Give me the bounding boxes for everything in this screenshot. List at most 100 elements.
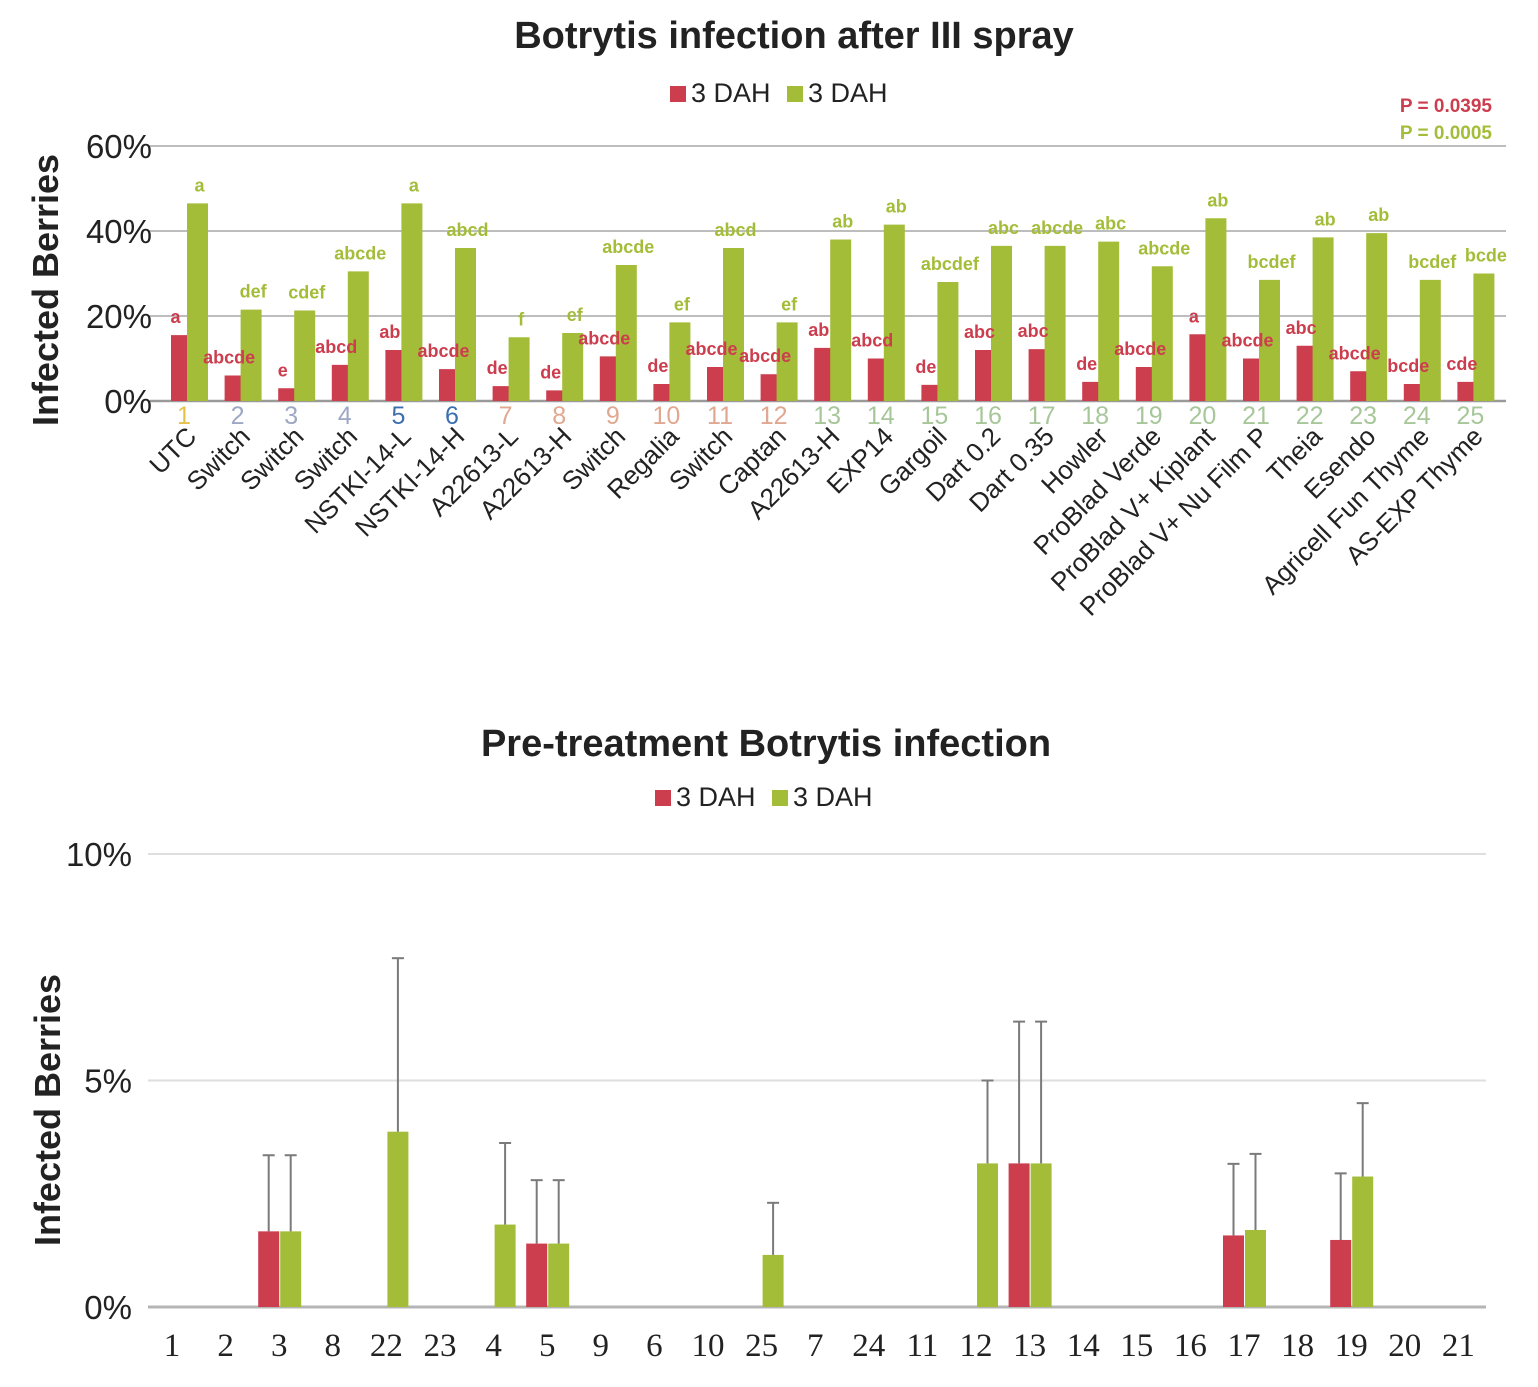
- chart2-legend: 3 DAH 3 DAH: [655, 782, 873, 812]
- chart1-legend: 3 DAH 3 DAH: [670, 78, 888, 108]
- chart1-x-number: 20: [1188, 402, 1216, 430]
- chart1-bar-green: [1098, 241, 1120, 401]
- chart1-bar-green: [562, 333, 584, 401]
- chart1-bar-red: [546, 390, 568, 401]
- chart1-bar-green: [937, 282, 959, 401]
- chart2-x-label: 22: [370, 1328, 403, 1364]
- chart1-letter-green: a: [194, 175, 205, 195]
- chart1-x-number: 6: [445, 402, 459, 430]
- chart1-x-number: 15: [920, 402, 948, 430]
- chart1-pvalue-red: P = 0.0395: [1400, 96, 1493, 117]
- chart2-bar-red: [1223, 1235, 1244, 1307]
- chart1-bars: [171, 203, 1495, 401]
- chart2-x-label: 21: [1442, 1328, 1475, 1364]
- chart1-x-number: 12: [760, 402, 788, 430]
- chart1-bar-red: [1189, 334, 1211, 401]
- chart1-x-number: 25: [1456, 402, 1484, 430]
- chart1-x-number: 13: [813, 402, 841, 430]
- chart1-bar-green: [615, 265, 637, 401]
- chart2-x-label: 24: [852, 1328, 885, 1364]
- chart1-y-ticks: 0% 20% 40% 60%: [86, 128, 152, 420]
- chart2-legend-swatch-red: [655, 790, 671, 806]
- chart1-bar-red: [1296, 345, 1318, 401]
- chart1-letter-green: ef: [674, 294, 691, 314]
- chart1-x-numbers: 1 2 3 4 5 6 7 8 9 10 11 12 13 14 15 16 17 18 19 20 21 22 23 24 2…: [177, 402, 1484, 430]
- chart1-bar-green: [1151, 266, 1173, 401]
- chart1-x-number: 24: [1403, 402, 1431, 430]
- chart2-legend-swatch-green: [772, 790, 788, 806]
- chart1-letter-red: de: [647, 356, 668, 376]
- chart1-bar-red: [867, 358, 889, 401]
- chart1-bar-green: [1044, 245, 1066, 401]
- chart1-bar-green: [1366, 233, 1388, 401]
- chart1-x-number: 23: [1349, 402, 1377, 430]
- chart1-bar-red: [492, 386, 514, 401]
- chart1-bar-red: [385, 350, 407, 401]
- chart1-bar-green: [347, 271, 369, 401]
- chart1-x-number: 4: [338, 402, 352, 430]
- chart1-letter-red: abcd: [315, 337, 357, 357]
- chart1-letter-red: abc: [1286, 318, 1317, 338]
- chart2-gridlines: [148, 853, 1486, 1309]
- chart1-bar-green: [401, 203, 423, 401]
- chart2-bar-red: [526, 1243, 548, 1307]
- chart1-legend-label-2: 3 DAH: [808, 78, 888, 108]
- chart1-bar-red: [921, 384, 943, 401]
- chart1-letter-green: bcde: [1465, 246, 1507, 266]
- chart1-x-number: 16: [974, 402, 1002, 430]
- chart1-letter-green: cdef: [288, 282, 326, 302]
- chart1-bar-green: [187, 203, 208, 401]
- chart1-letter-green: bcdef: [1408, 252, 1457, 272]
- chart2-x-label: 19: [1335, 1328, 1368, 1364]
- chart1-bar-red: [760, 374, 782, 401]
- chart1-letter-green: abcdef: [921, 254, 980, 274]
- chart1-x-number: 19: [1135, 402, 1163, 430]
- chart1-letter-red: de: [915, 357, 936, 377]
- chart2-x-label: 2: [217, 1328, 234, 1364]
- chart1-bar-red: [1028, 349, 1050, 401]
- chart1-letter-green: ef: [781, 294, 798, 314]
- chart1-bar-red: [331, 364, 353, 401]
- chart1-significance-letters: aaabcdedefecdefabcdabcdeabaabcdeabcddefd…: [170, 175, 1506, 382]
- chart1-letter-green: ab: [1368, 205, 1389, 225]
- chart1-legend-label-1: 3 DAH: [691, 78, 771, 108]
- chart1-y-tick-label: 40%: [86, 213, 152, 250]
- chart1-pvalue-green: P = 0.0005: [1400, 123, 1493, 144]
- chart1-letter-red: abcde: [203, 348, 255, 368]
- chart1-y-tick-label: 0%: [104, 383, 152, 420]
- chart2-x-label: 3: [271, 1328, 288, 1364]
- chart1-letter-red: abc: [964, 322, 995, 342]
- chart1-bar-red: [1403, 384, 1425, 401]
- chart1-x-number: 7: [499, 402, 513, 430]
- chart2-error-bars: [262, 957, 1369, 1255]
- chart2-bar-green: [387, 1131, 409, 1307]
- chart1-letter-red: e: [278, 360, 288, 380]
- chart2-legend-label-2: 3 DAH: [793, 782, 873, 812]
- chart2-y-tick-label: 0%: [84, 1289, 132, 1326]
- chart2-x-label: 1: [164, 1328, 181, 1364]
- chart1-bar-green: [669, 322, 691, 401]
- chart1-letter-red: ab: [808, 320, 829, 340]
- chart2-x-label: 10: [692, 1328, 725, 1364]
- chart1-legend-swatch-red: [670, 86, 686, 102]
- chart1-bar-green: [830, 239, 852, 401]
- chart1-letter-red: abcde: [1114, 339, 1166, 359]
- chart1-letter-green: abcd: [714, 220, 756, 240]
- chart1-letter-green: abcde: [602, 237, 654, 257]
- chart2-bar-green: [1245, 1229, 1266, 1307]
- chart1-x-number: 8: [552, 402, 566, 430]
- chart1-letter-green: ef: [567, 305, 584, 325]
- chart1-letter-red: de: [487, 358, 508, 378]
- chart1-x-number: 9: [606, 402, 620, 430]
- chart2-x-label: 23: [424, 1328, 457, 1364]
- chart2-y-axis-label: Infected Berries: [27, 974, 68, 1246]
- chart1-bar-red: [599, 356, 621, 401]
- chart1-letter-red: abcde: [417, 341, 469, 361]
- chart1-x-number: 5: [391, 402, 405, 430]
- chart1-bar-red: [1457, 381, 1479, 401]
- chart1-x-names: UTCSwitchSwitchSwitchNSTKI-14-LNSTKI-14-…: [143, 420, 1488, 621]
- chart1-bar-green: [991, 245, 1012, 401]
- chart1-x-number: 1: [177, 402, 191, 430]
- chart1-x-number: 10: [652, 402, 680, 430]
